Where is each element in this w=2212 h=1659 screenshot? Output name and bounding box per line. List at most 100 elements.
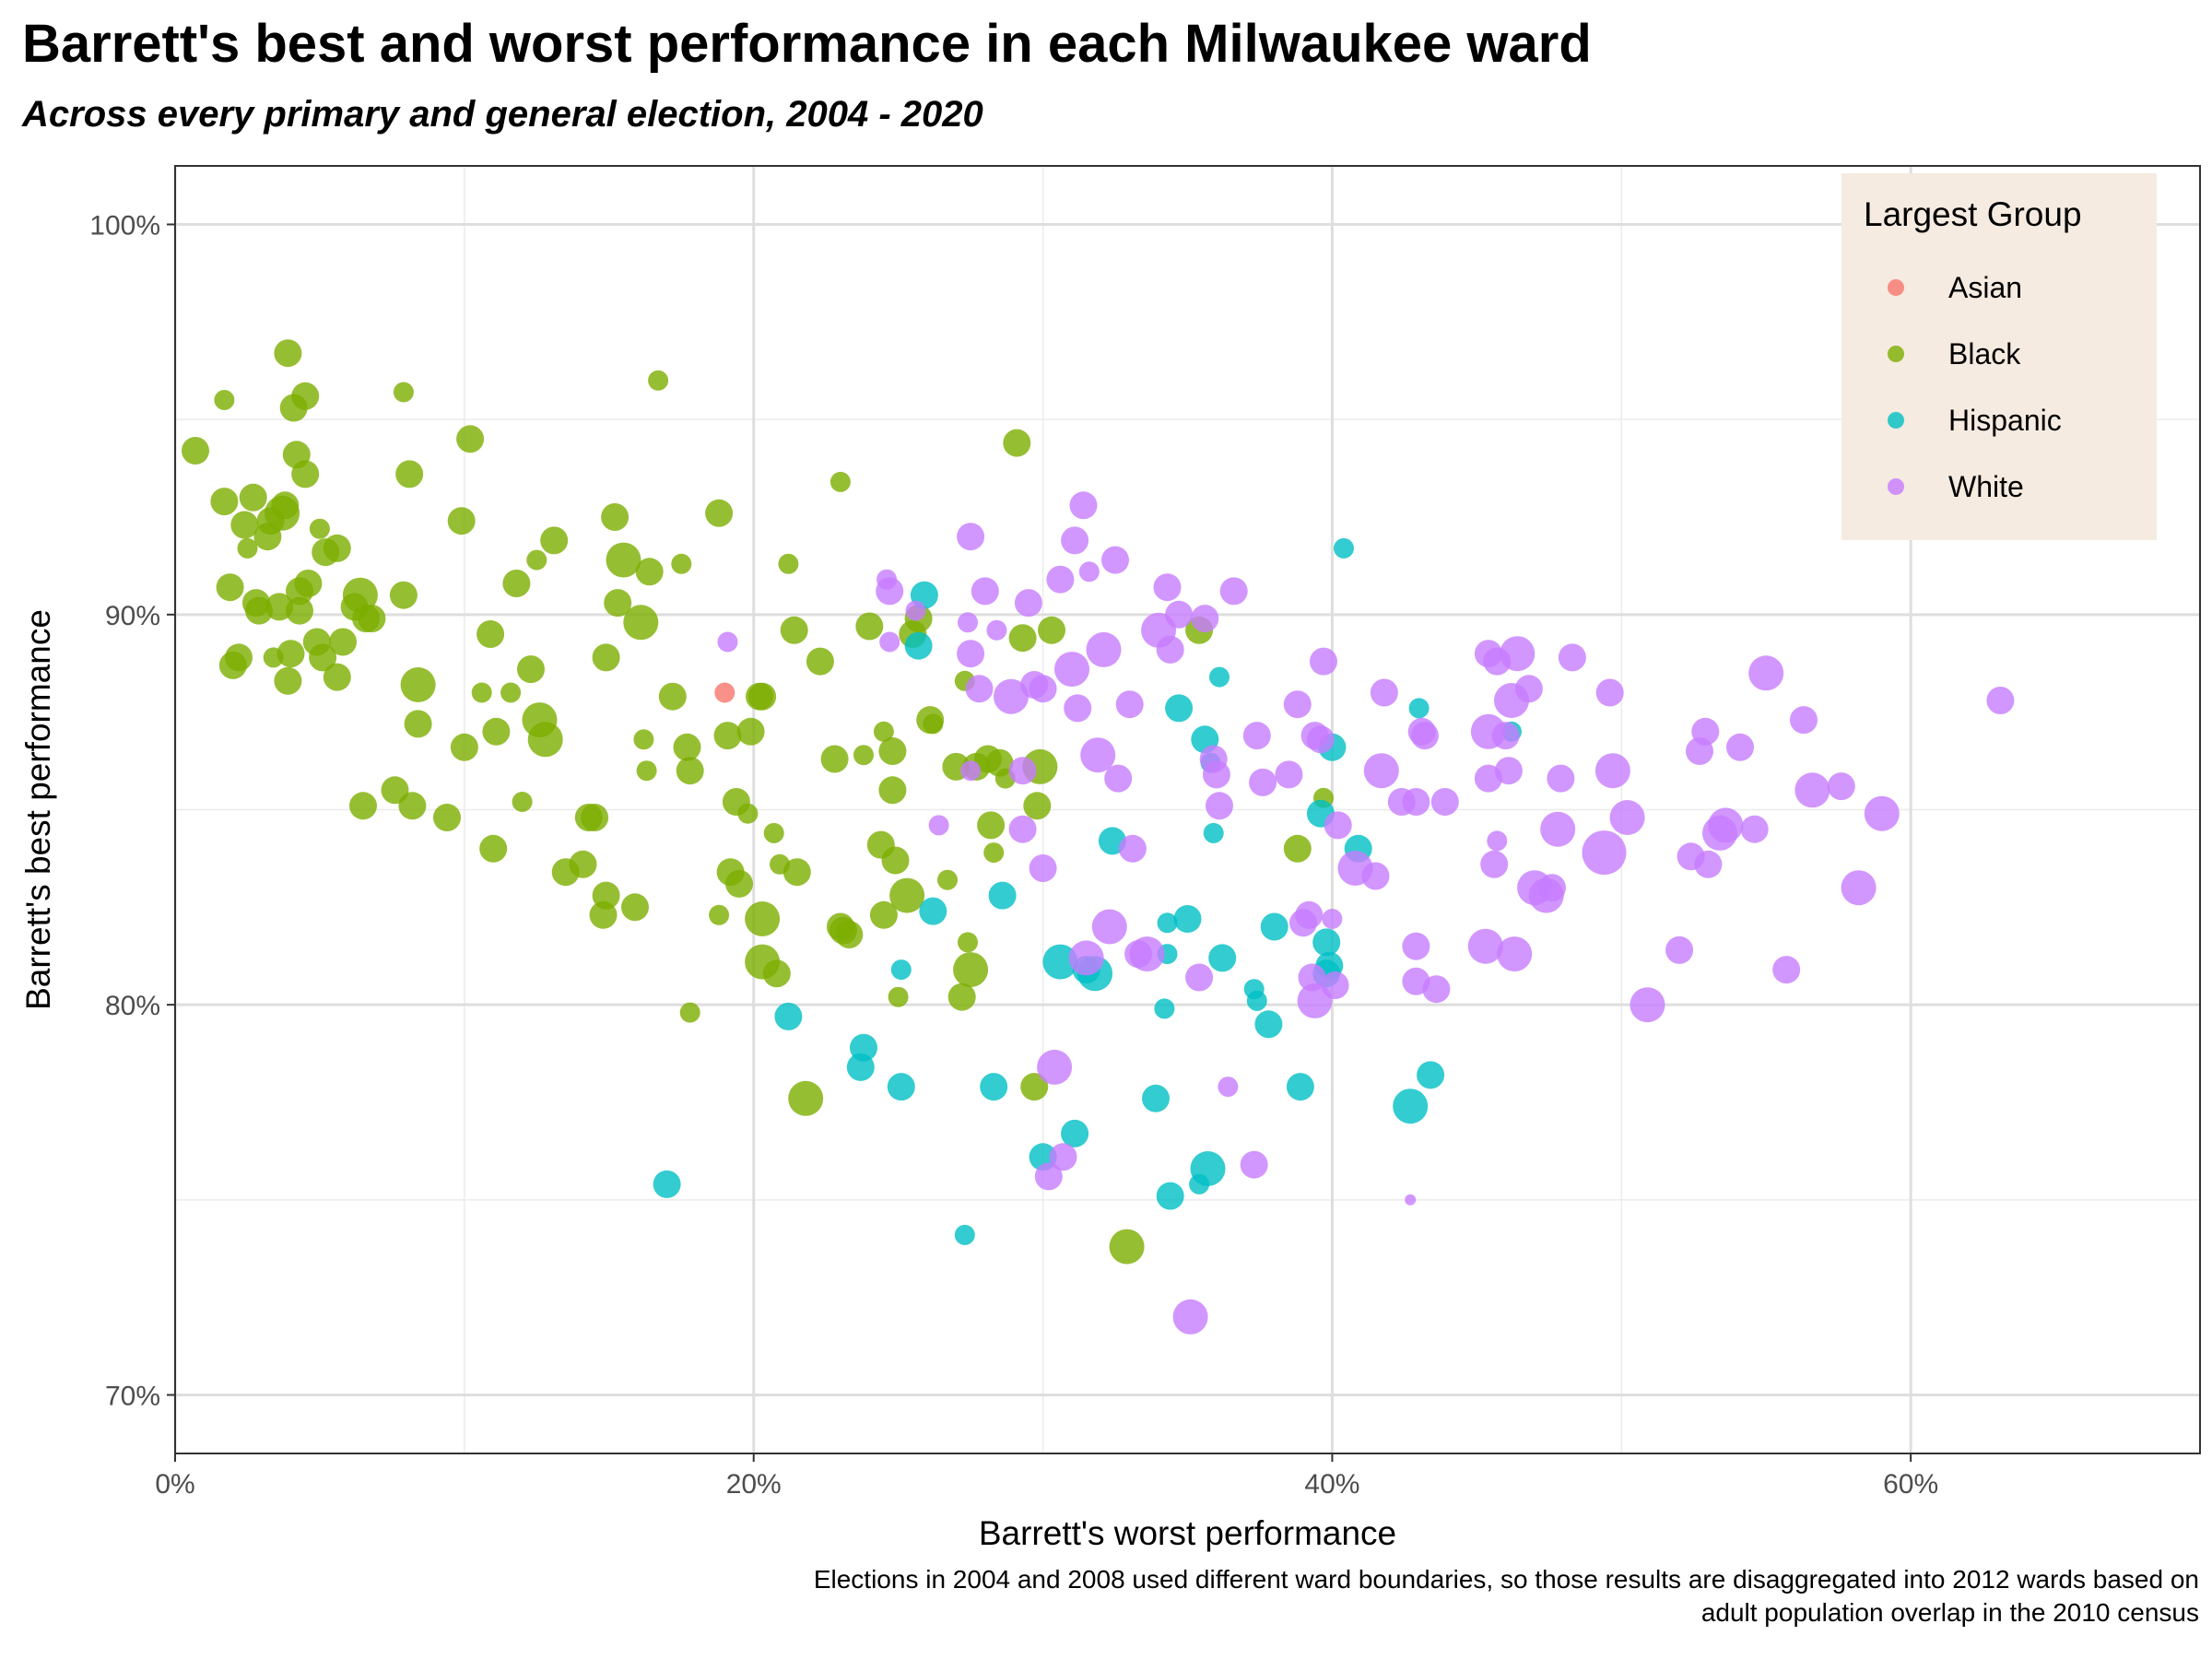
data-point bbox=[1794, 772, 1830, 808]
data-point bbox=[780, 616, 808, 644]
data-point bbox=[265, 495, 300, 531]
data-point bbox=[526, 549, 547, 571]
data-point bbox=[965, 675, 994, 703]
data-point bbox=[1422, 975, 1451, 1004]
data-point bbox=[679, 1002, 700, 1023]
data-point bbox=[648, 370, 669, 391]
data-point bbox=[1494, 757, 1523, 785]
data-point bbox=[569, 850, 597, 878]
data-point bbox=[1054, 652, 1089, 688]
data-point bbox=[1363, 753, 1399, 789]
data-point bbox=[671, 553, 692, 574]
data-point bbox=[1165, 600, 1194, 629]
data-point bbox=[1430, 788, 1459, 816]
data-point bbox=[239, 483, 267, 512]
data-point bbox=[1827, 772, 1855, 801]
data-point bbox=[1191, 605, 1219, 633]
data-point bbox=[1246, 990, 1267, 1011]
data-point bbox=[778, 553, 799, 574]
series-asian bbox=[714, 682, 735, 703]
data-point bbox=[1260, 912, 1288, 941]
data-point bbox=[774, 1002, 803, 1030]
data-point bbox=[349, 792, 377, 820]
data-point bbox=[389, 581, 418, 609]
data-point bbox=[1487, 830, 1508, 852]
data-point bbox=[1322, 909, 1343, 929]
data-point bbox=[398, 792, 427, 820]
data-point bbox=[1046, 565, 1075, 594]
data-point bbox=[1202, 760, 1230, 789]
data-point bbox=[1242, 722, 1271, 750]
legend-label-white: White bbox=[1948, 470, 2024, 503]
data-point bbox=[1694, 850, 1723, 878]
data-point bbox=[1283, 690, 1312, 719]
data-point bbox=[1497, 936, 1533, 972]
data-point bbox=[1310, 647, 1337, 676]
data-point bbox=[450, 733, 478, 761]
data-point bbox=[853, 745, 874, 766]
data-point bbox=[237, 537, 258, 559]
data-point bbox=[878, 737, 907, 765]
data-point bbox=[1008, 757, 1037, 785]
data-point bbox=[1408, 698, 1430, 719]
x-axis-title: Barrett's worst performance bbox=[979, 1514, 1396, 1552]
data-point bbox=[1037, 1049, 1073, 1085]
data-point bbox=[713, 722, 742, 750]
y-axis-title: Barrett's best performance bbox=[19, 609, 57, 1010]
data-point bbox=[500, 682, 522, 703]
data-point bbox=[658, 682, 687, 711]
data-point bbox=[482, 717, 511, 746]
legend-key-black bbox=[1888, 346, 1904, 362]
data-point bbox=[879, 631, 900, 653]
legend-label-asian: Asian bbox=[1948, 271, 2022, 304]
data-point bbox=[604, 589, 632, 618]
data-point bbox=[606, 542, 641, 578]
data-point bbox=[1286, 1073, 1314, 1101]
plot-border bbox=[174, 165, 2201, 1454]
data-point bbox=[1101, 546, 1129, 574]
data-point bbox=[983, 842, 1005, 864]
data-point bbox=[1069, 491, 1098, 520]
data-point bbox=[1014, 589, 1042, 618]
data-point bbox=[1209, 666, 1230, 688]
data-point bbox=[1595, 678, 1624, 707]
data-point bbox=[517, 655, 545, 684]
data-point bbox=[1275, 760, 1303, 789]
data-point bbox=[1038, 616, 1065, 644]
data-point bbox=[1402, 932, 1430, 960]
data-point bbox=[291, 460, 320, 488]
data-point bbox=[1104, 764, 1133, 793]
data-point bbox=[971, 577, 999, 606]
data-point bbox=[286, 596, 313, 625]
data-point bbox=[447, 507, 476, 535]
data-point bbox=[873, 721, 894, 742]
data-point bbox=[881, 846, 910, 875]
data-point bbox=[1023, 792, 1052, 820]
data-point bbox=[705, 499, 734, 527]
data-point bbox=[1361, 862, 1390, 890]
data-point bbox=[1491, 722, 1520, 750]
data-point bbox=[512, 792, 533, 812]
data-point bbox=[1020, 1073, 1049, 1101]
data-point bbox=[1029, 854, 1057, 882]
data-point bbox=[762, 959, 791, 988]
data-point bbox=[876, 577, 904, 606]
data-point bbox=[1156, 635, 1184, 664]
data-point bbox=[1115, 690, 1144, 719]
data-point bbox=[323, 663, 351, 691]
data-point bbox=[1109, 1229, 1145, 1265]
data-point bbox=[1185, 963, 1214, 992]
data-point bbox=[986, 619, 1007, 641]
data-point bbox=[954, 1224, 975, 1245]
data-point bbox=[1190, 1151, 1226, 1186]
data-point bbox=[592, 643, 620, 672]
data-points bbox=[182, 339, 2015, 1335]
data-point bbox=[1726, 733, 1754, 761]
legend-key-hispanic bbox=[1888, 412, 1904, 429]
data-point bbox=[1538, 874, 1566, 902]
data-point bbox=[1841, 870, 1877, 906]
legend: Largest Group Asian Black Hispanic White bbox=[1841, 173, 2157, 540]
data-point bbox=[309, 643, 337, 672]
data-point bbox=[980, 1073, 1008, 1101]
data-point bbox=[1042, 944, 1078, 980]
